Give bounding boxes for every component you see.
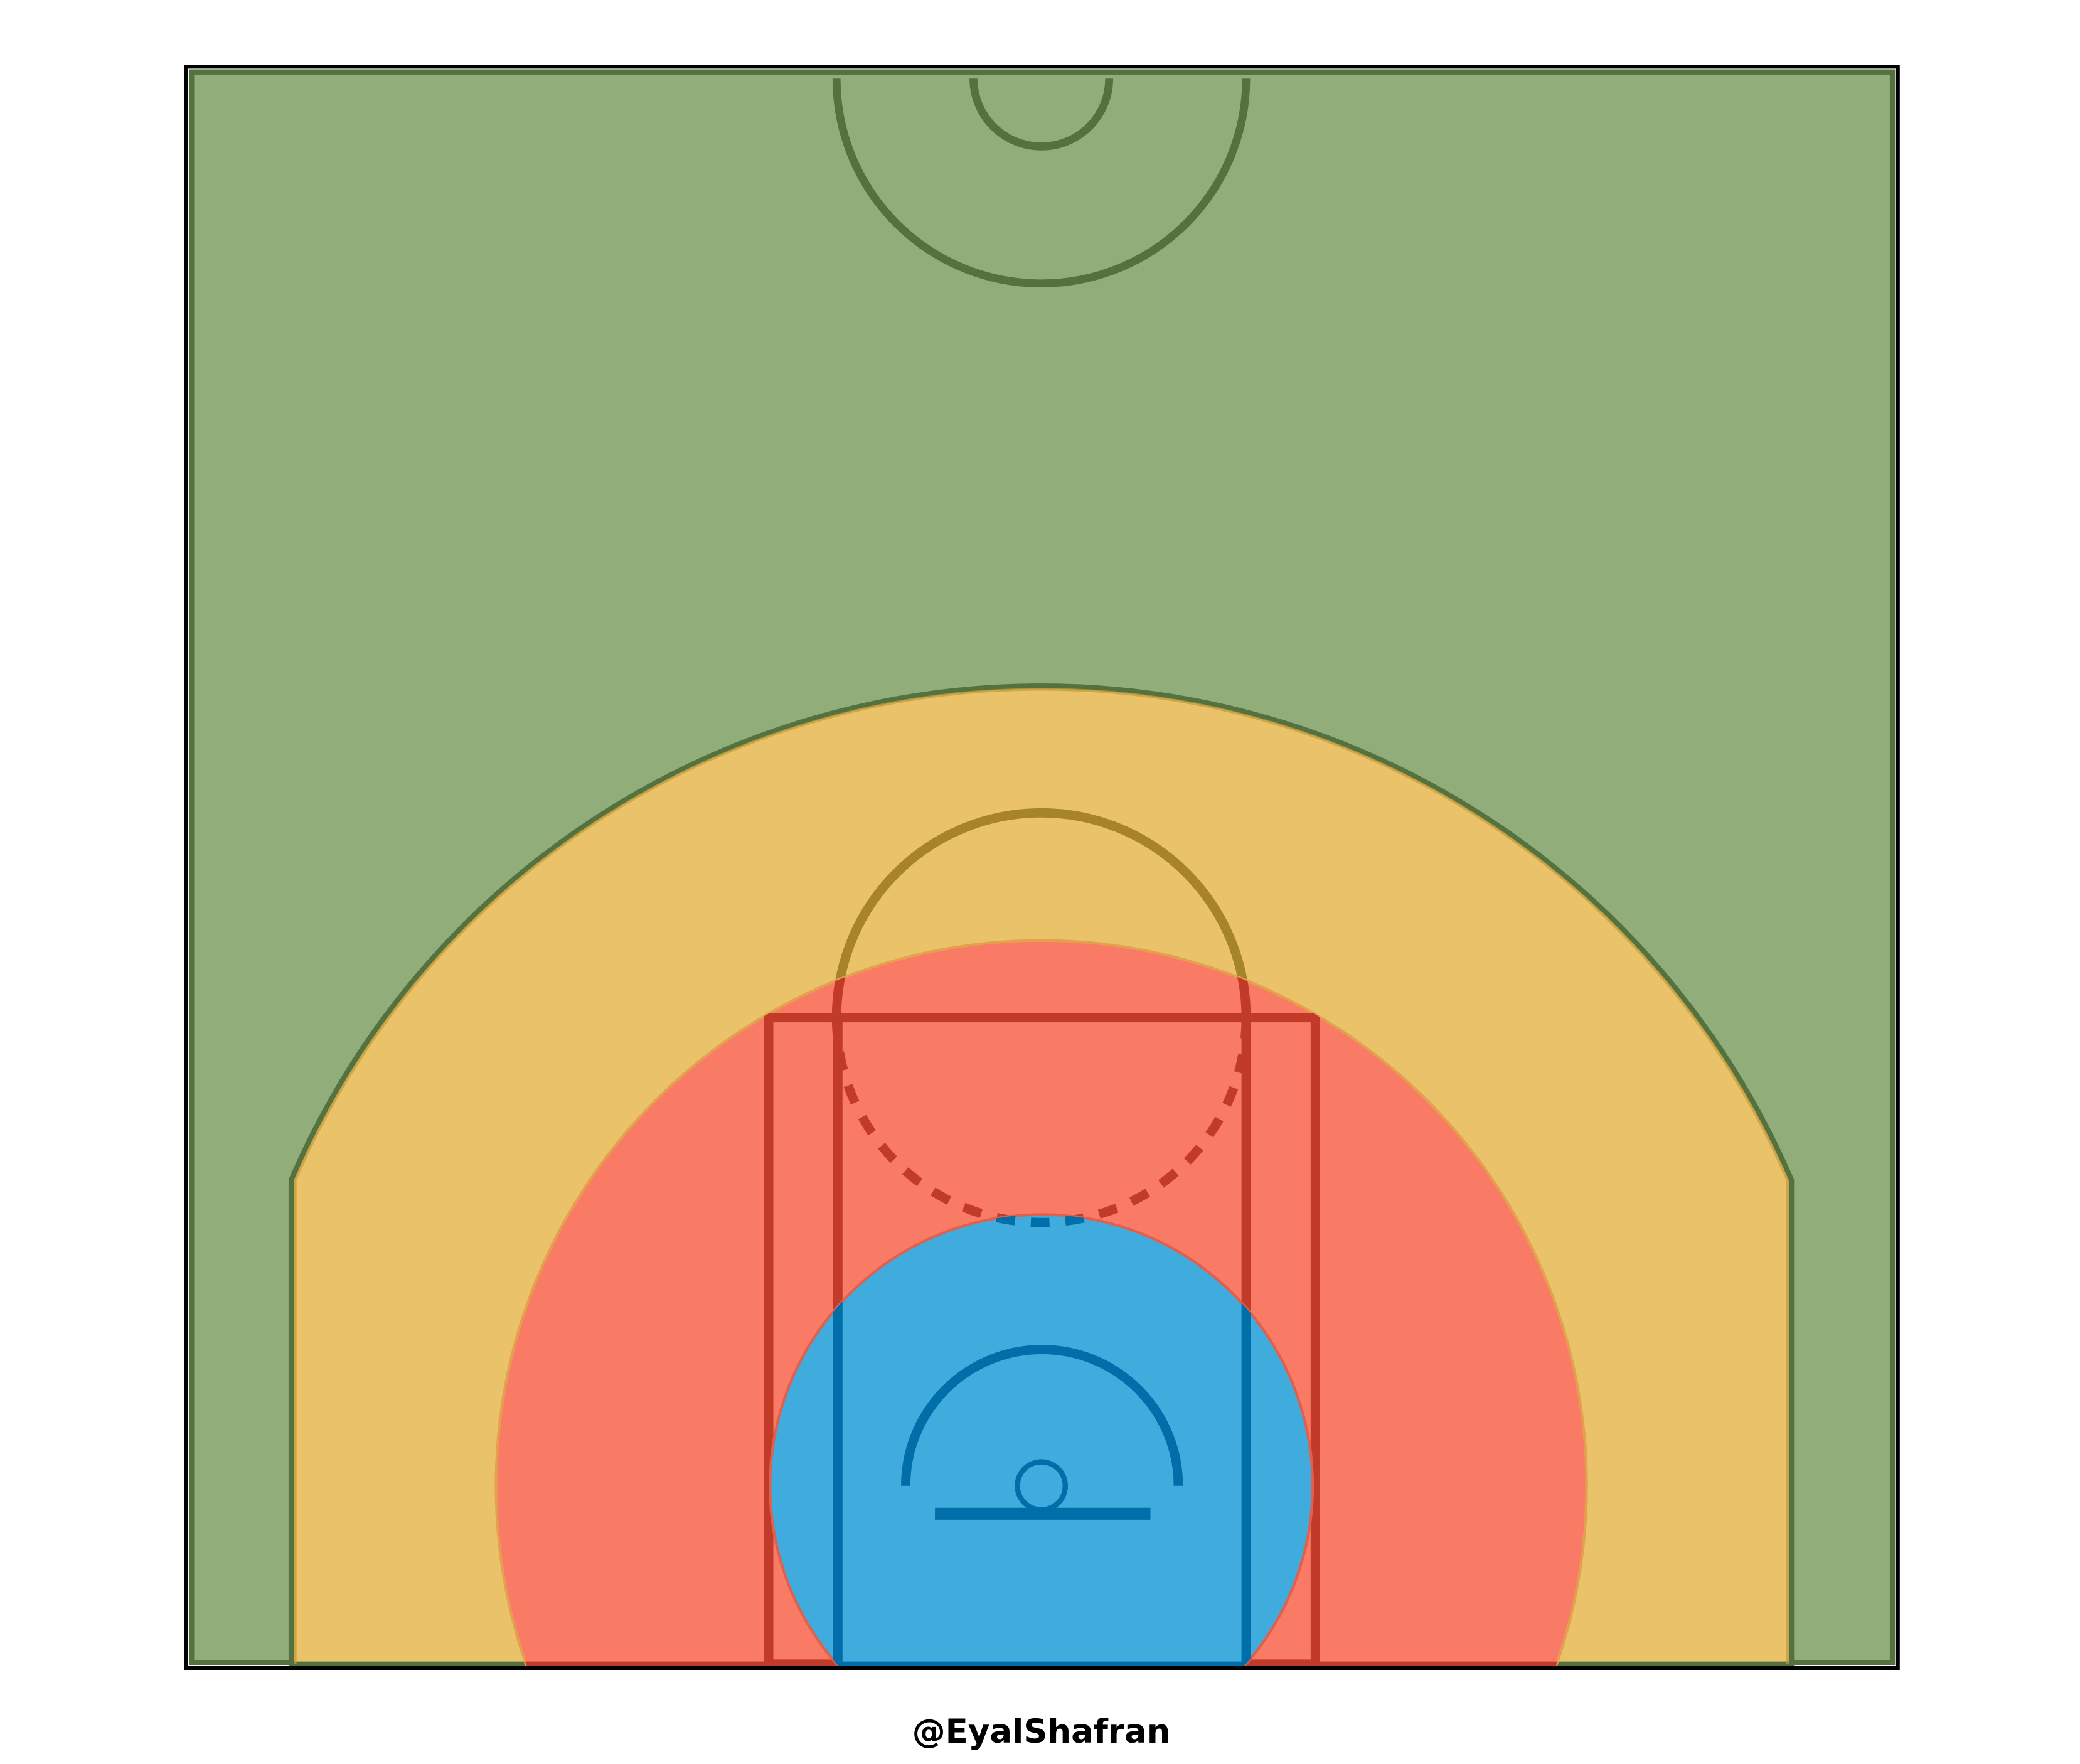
restricted-area-arc: [901, 1345, 1183, 1486]
center-circle-outer: [832, 78, 1251, 287]
free-throw-circle-top: [831, 808, 1251, 1018]
rim-zone-fill: [769, 1213, 1315, 1669]
rim-zone: [769, 1213, 1315, 1669]
court-border: [184, 65, 1900, 1670]
credit-text: @EyalShafran: [912, 1713, 1171, 1751]
center-circle-inner: [969, 78, 1114, 151]
three-point-line-inner: [294, 688, 1789, 1664]
free-throw-circle-dashed-rim: [831, 1214, 1251, 1227]
